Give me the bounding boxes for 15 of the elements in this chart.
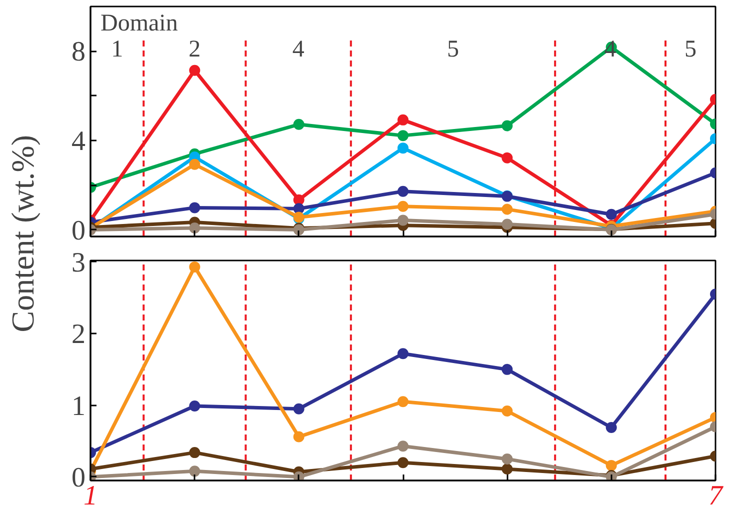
- annotation: 4: [292, 36, 304, 62]
- annotation: 5: [684, 36, 696, 62]
- y-tick-label: 0: [72, 215, 86, 246]
- y-tick-label: 1: [72, 390, 86, 422]
- y-axis-title: Content (wt.%): [4, 134, 40, 332]
- x-tick-label: 7: [708, 480, 724, 512]
- y-tick-label: 0: [72, 462, 86, 494]
- y-tick-label: 3: [72, 247, 86, 278]
- annotation: 2: [188, 36, 201, 62]
- y-tick-label: 8: [72, 36, 86, 68]
- annotation: 1: [111, 36, 124, 62]
- y-tick-label: 4: [72, 126, 86, 157]
- annotation: Domain: [100, 10, 178, 36]
- y-tick-label: 2: [72, 319, 86, 350]
- annotation: 5: [447, 36, 459, 62]
